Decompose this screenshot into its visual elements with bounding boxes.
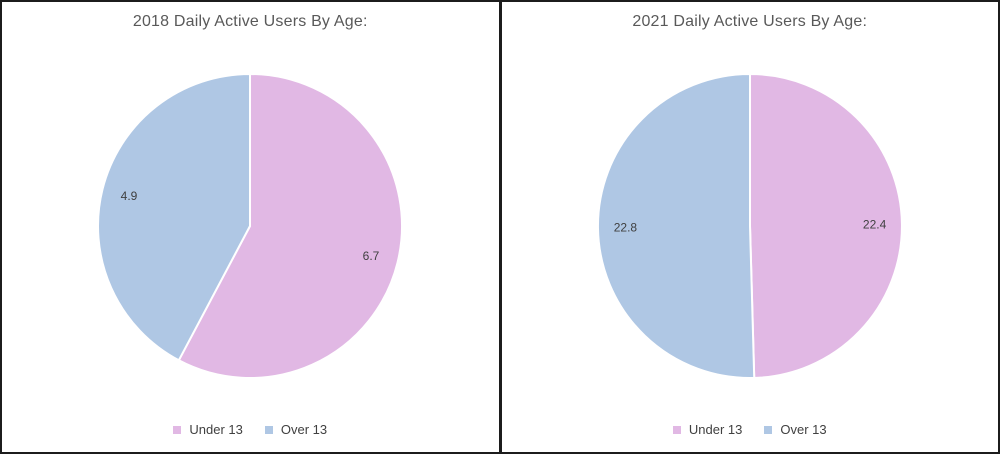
legend-label-over-13: Over 13 <box>780 422 827 437</box>
chart-area-2018: 6.7 4.9 <box>2 32 499 420</box>
chart-area-2021: 22.4 22.8 <box>502 32 999 420</box>
pie-chart-2018: 6.7 4.9 <box>97 73 404 379</box>
legend-label-under-13: Under 13 <box>688 422 743 437</box>
pie-slice-under-13 <box>748 73 903 379</box>
legend-item-over-13: Over 13 <box>764 422 827 438</box>
data-label-over-13: 4.9 <box>121 189 138 203</box>
legend-swatch-over-13 <box>764 426 773 434</box>
legend-2018: Under 13 Over 13 <box>173 420 327 440</box>
legend-item-under-13: Under 13 <box>173 422 243 438</box>
data-label-over-13: 22.8 <box>613 221 637 235</box>
chart-title-2018: 2018 Daily Active Users By Age: <box>132 13 368 30</box>
chart-panel-2018: 2018 Daily Active Users By Age: 6.7 4.9 U… <box>2 2 499 452</box>
pie-slice-under-13 <box>178 73 404 379</box>
data-label-under-13: 22.4 <box>863 217 887 231</box>
legend-label-over-13: Over 13 <box>280 422 328 437</box>
pie-slice-over-13 <box>97 73 252 362</box>
pie-slice-over-13 <box>596 73 755 379</box>
chart-panel-2021: 2021 Daily Active Users By Age: 22.4 22.8… <box>498 2 999 452</box>
legend-2021: Under 13 Over 13 <box>672 420 827 440</box>
pie-chart-2021: 22.4 22.8 <box>596 73 903 379</box>
legend-swatch-under-13 <box>672 426 681 434</box>
data-label-under-13: 6.7 <box>363 249 380 263</box>
legend-swatch-under-13 <box>173 426 182 434</box>
legend-item-under-13: Under 13 <box>672 422 743 438</box>
legend-swatch-over-13 <box>264 426 273 434</box>
legend-label-under-13: Under 13 <box>189 422 243 437</box>
legend-item-over-13: Over 13 <box>264 422 328 438</box>
chart-title-2021: 2021 Daily Active Users By Age: <box>632 13 868 30</box>
